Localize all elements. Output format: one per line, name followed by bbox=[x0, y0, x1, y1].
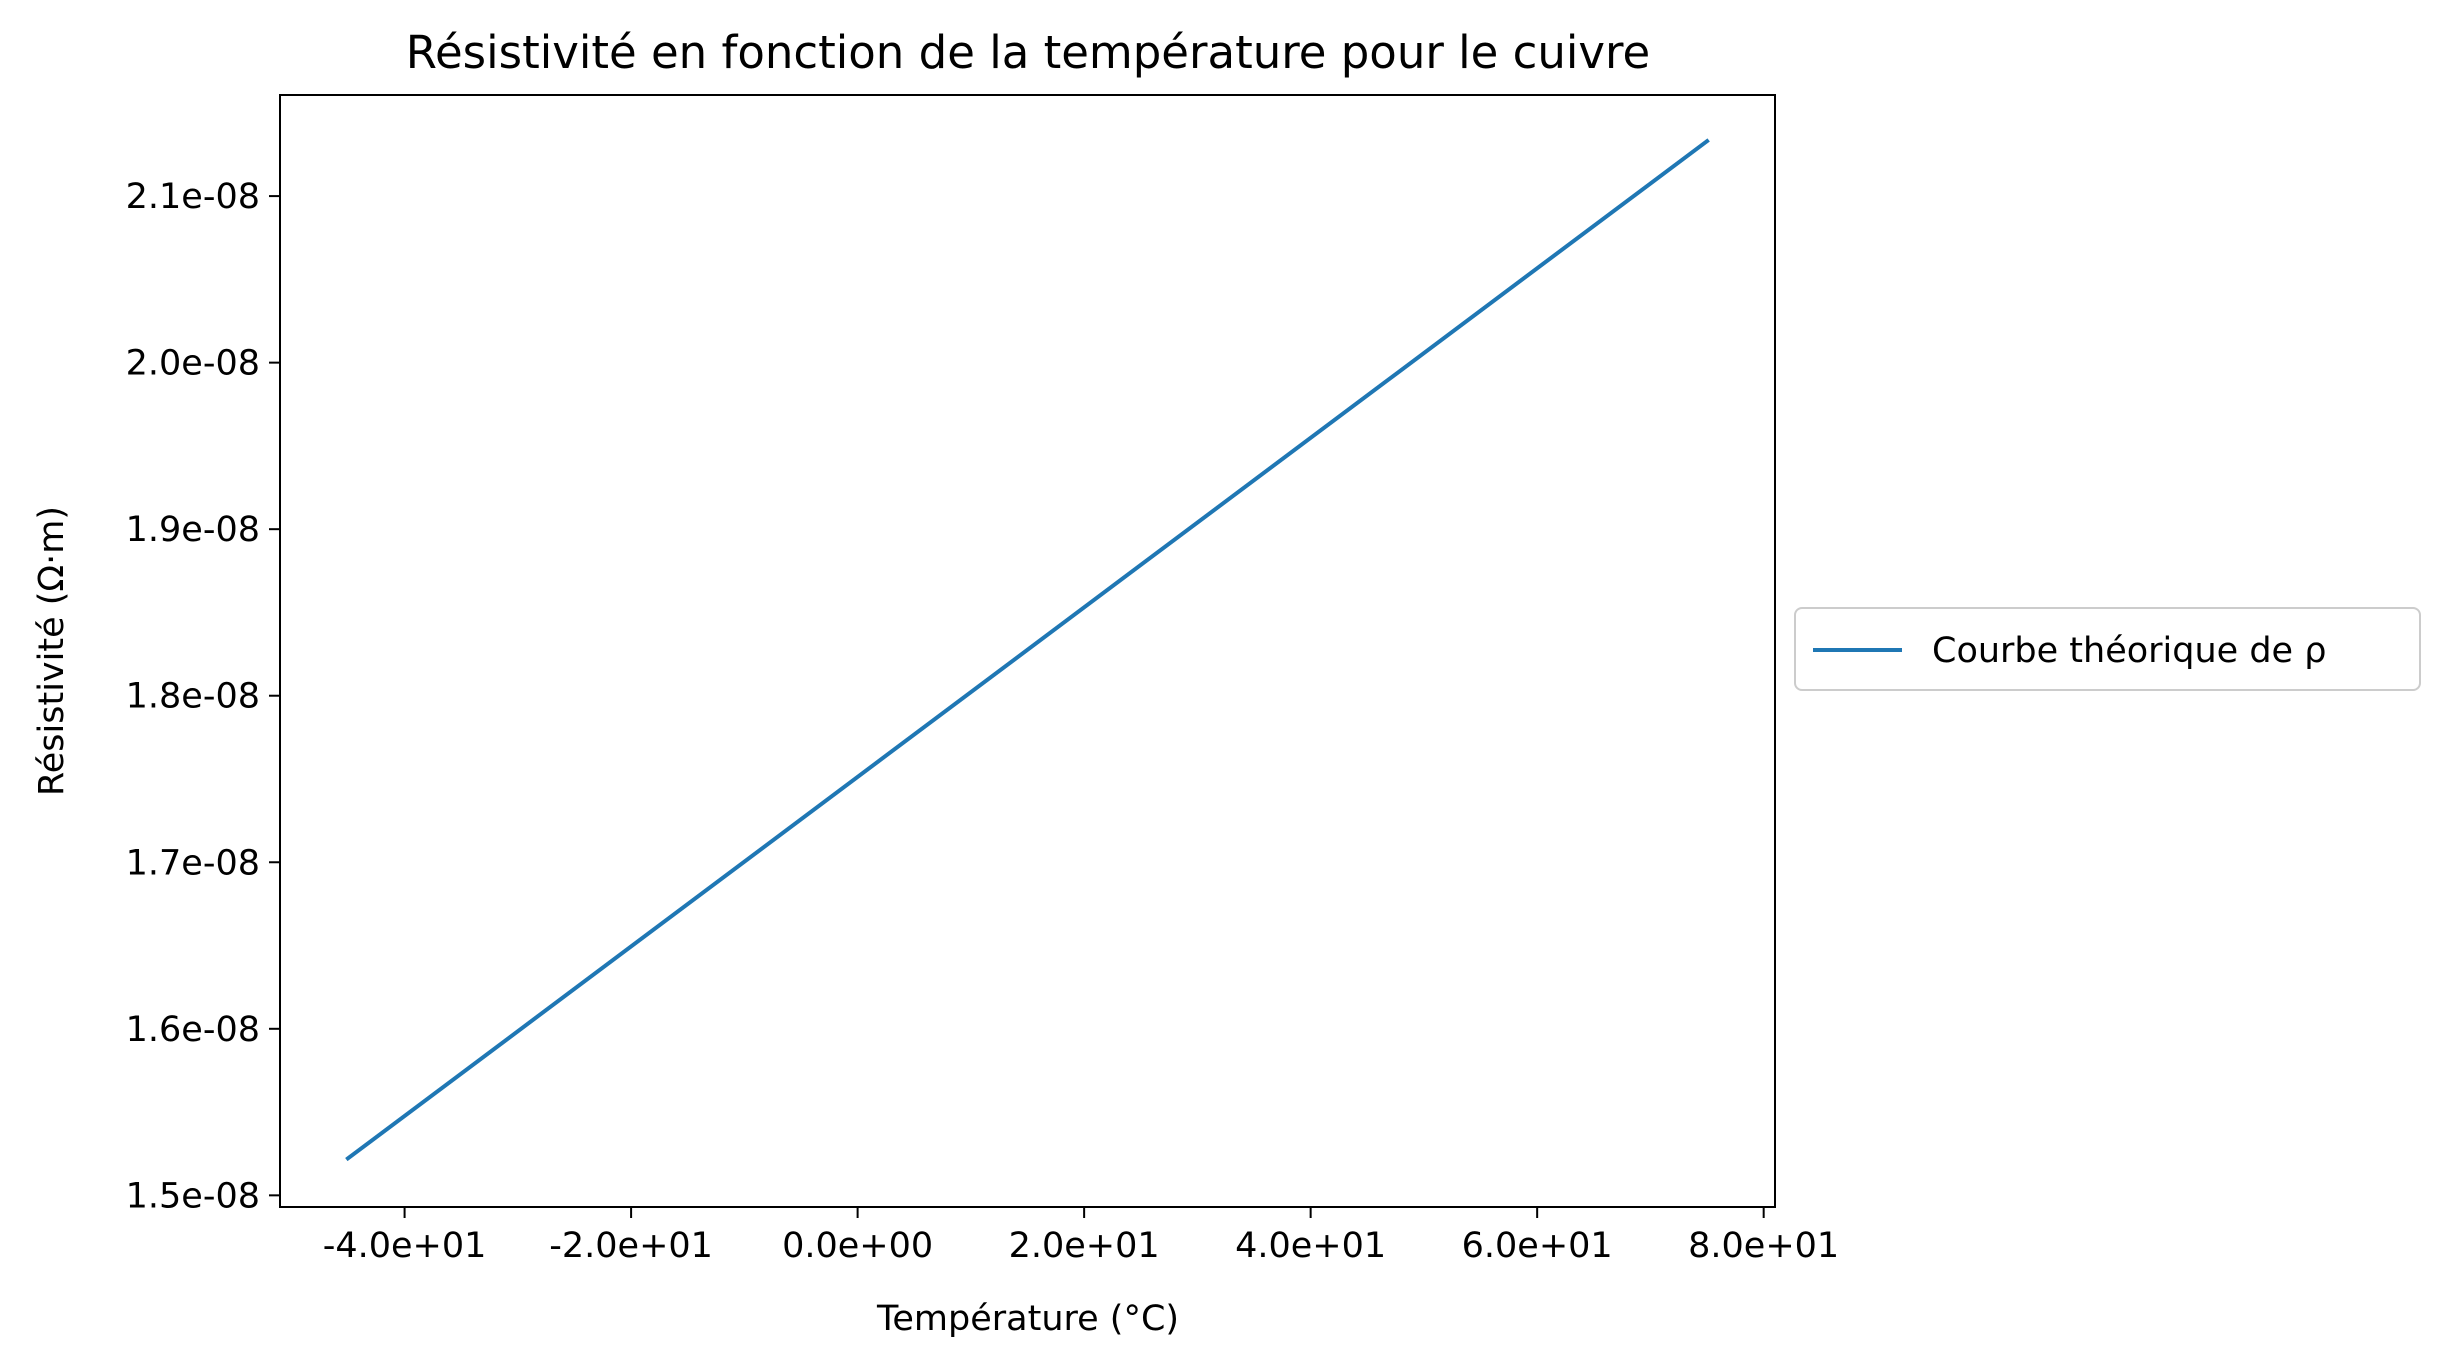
x-tick-label: -2.0e+01 bbox=[549, 1226, 713, 1266]
series-layer bbox=[345, 138, 1710, 1162]
x-tick-label: 0.0e+00 bbox=[782, 1226, 933, 1266]
y-tick-label: 1.5e-08 bbox=[126, 1176, 260, 1216]
y-tick-label: 2.1e-08 bbox=[126, 177, 260, 217]
x-tick-label: 2.0e+01 bbox=[1009, 1226, 1160, 1266]
chart-title: Résistivité en fonction de la températur… bbox=[406, 26, 1651, 79]
legend: Courbe théorique de ρ bbox=[1794, 607, 2421, 691]
x-tick-label: 8.0e+01 bbox=[1688, 1226, 1839, 1266]
series-line bbox=[345, 138, 1710, 1162]
legend-entry-label: Courbe théorique de ρ bbox=[1932, 631, 2326, 671]
y-tick-label: 1.9e-08 bbox=[126, 510, 260, 550]
y-tick-label: 1.7e-08 bbox=[126, 843, 260, 883]
x-tick-label: 6.0e+01 bbox=[1462, 1226, 1613, 1266]
y-tick-label: 1.8e-08 bbox=[126, 677, 260, 717]
y-tick-label: 1.6e-08 bbox=[126, 1010, 260, 1050]
x-axis-ticks: -4.0e+01 -2.0e+01 0.0e+00 2.0e+01 4.0e+01 6.0… bbox=[323, 1207, 1839, 1266]
plot-area bbox=[279, 94, 1776, 1208]
x-tick-label: -4.0e+01 bbox=[323, 1226, 487, 1266]
y-axis-label: Résistivité (Ω·m) bbox=[32, 506, 72, 796]
legend-box bbox=[1794, 607, 2421, 691]
x-axis-label: Température (°C) bbox=[876, 1299, 1179, 1339]
y-axis-ticks: 1.5e-08 1.6e-08 1.7e-08 1.8e-08 1.9e-08 2.0e-… bbox=[126, 177, 280, 1216]
axes-frame bbox=[279, 94, 1776, 1208]
y-tick-label: 2.0e-08 bbox=[126, 344, 260, 384]
x-tick-label: 4.0e+01 bbox=[1235, 1226, 1386, 1266]
